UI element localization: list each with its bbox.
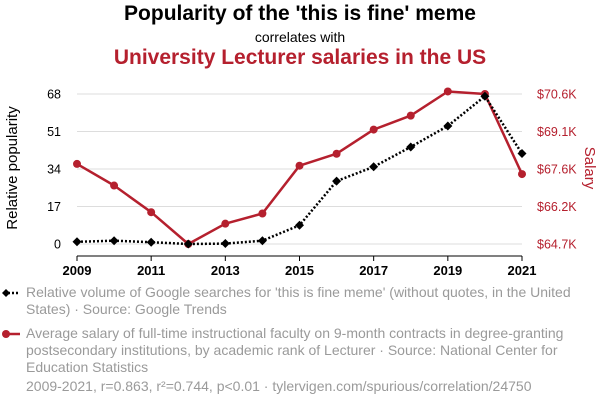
data-point-salary [295, 161, 304, 170]
right-axis-ticks: $64.7K $66.2K $67.6K $69.1K $70.6K [537, 88, 577, 252]
legend-label-series1: Relative volume of Google searches for '… [26, 284, 571, 317]
data-point-popularity [480, 91, 490, 101]
data-point-popularity [257, 236, 267, 246]
data-point-popularity [295, 220, 304, 230]
data-point-popularity [220, 239, 230, 249]
data-point-salary [73, 159, 81, 168]
footer-stats: 2009-2021, r=0.863, r²=0.744, p<0.01 · t… [26, 378, 532, 394]
data-point-popularity [406, 142, 416, 152]
data-point-salary [518, 170, 526, 179]
data-point-salary [406, 111, 415, 120]
data-point-popularity [109, 236, 119, 246]
data-point-popularity [443, 121, 453, 131]
series-points [72, 87, 527, 249]
x-axis-ticks: 2009 2011 2013 2015 2017 2019 2021 [63, 263, 537, 278]
y-tick-label-right: $69.1K [537, 125, 577, 139]
x-tick-label: 2015 [285, 263, 314, 278]
data-point-salary [258, 209, 267, 218]
x-tick-label: 2009 [63, 263, 92, 278]
y-tick-label-left: 0 [54, 238, 61, 252]
y-tick-label-right: $70.6K [537, 88, 577, 102]
y-tick-label-right: $64.7K [537, 238, 577, 252]
y-tick-label-left: 68 [47, 88, 61, 102]
data-point-salary [221, 219, 230, 228]
data-point-popularity [146, 237, 156, 247]
x-tick-label: 2019 [433, 263, 462, 278]
chart-title-secondary: University Lecturer salaries in the US [113, 46, 487, 69]
data-point-salary [332, 149, 341, 158]
legend-label-series2: Average salary of full-time instructiona… [26, 325, 564, 375]
x-tick-label: 2017 [359, 263, 388, 278]
y-tick-label-right: $67.6K [537, 163, 577, 177]
chart-title: Popularity of the 'this is fine' meme [124, 2, 476, 25]
data-point-salary [443, 87, 452, 96]
legend-marks [2, 289, 20, 338]
data-point-salary [147, 208, 156, 217]
chart-subtitle: correlates with [254, 29, 346, 45]
data-point-salary [110, 181, 119, 190]
x-tick-label: 2013 [211, 263, 240, 278]
axes [76, 255, 523, 261]
y-axis-label-left: Relative popularity [4, 106, 21, 230]
data-point-popularity [72, 237, 82, 247]
y-tick-label-right: $66.2K [537, 200, 577, 214]
left-axis-ticks: 0 17 34 51 68 [47, 88, 61, 252]
legend-marker-series1 [2, 289, 10, 297]
data-point-salary [369, 125, 378, 134]
y-tick-label-left: 51 [47, 125, 61, 139]
x-tick-label: 2021 [508, 263, 537, 278]
y-tick-label-left: 17 [47, 200, 61, 214]
legend-marker-series2 [2, 330, 10, 338]
x-tick-label: 2011 [137, 263, 165, 278]
y-tick-label-left: 34 [47, 163, 61, 177]
data-point-popularity [183, 239, 193, 249]
data-point-popularity [369, 162, 379, 172]
y-axis-label-right: Salary [581, 147, 598, 190]
data-point-popularity [517, 149, 527, 159]
data-point-popularity [332, 176, 342, 186]
